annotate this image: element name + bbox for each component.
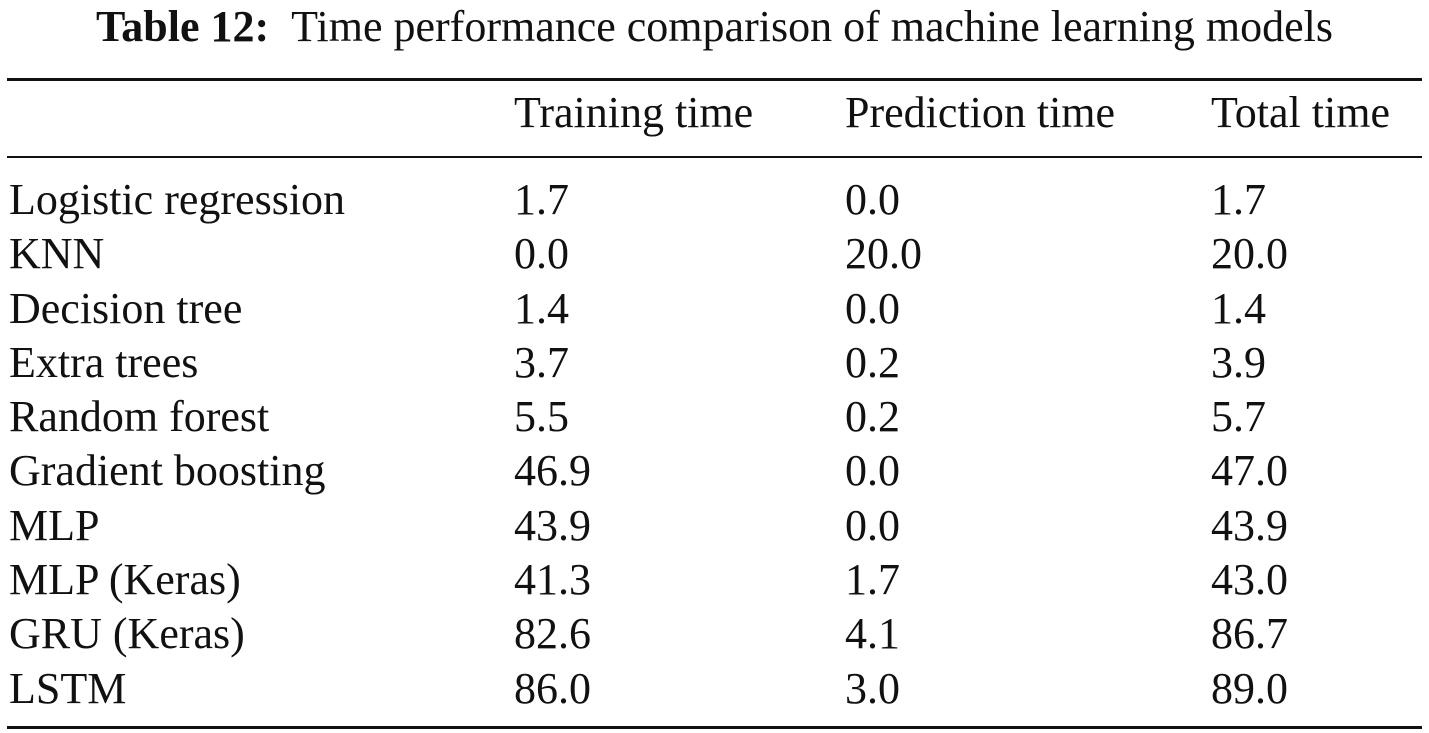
row-model-name: Decision tree: [9, 283, 243, 333]
row-prediction-time: 0.2: [845, 392, 900, 442]
row-model-name: GRU (Keras): [9, 609, 245, 659]
row-model-name: Random forest: [9, 392, 270, 442]
row-prediction-time: 4.1: [845, 609, 900, 659]
table-row: MLP (Keras) 41.3 1.7 43.0: [0, 553, 1429, 607]
row-total-time: 1.7: [1211, 175, 1266, 224]
row-prediction-time: 0.0: [845, 283, 900, 333]
row-model-name: MLP (Keras): [9, 555, 241, 605]
row-total-time: 5.7: [1211, 392, 1266, 442]
row-prediction-time: 0.2: [845, 337, 900, 387]
row-model-name: LSTM: [9, 663, 127, 713]
table-row: Random forest 5.5 0.2 5.7: [0, 390, 1429, 444]
row-model-name: KNN: [9, 229, 105, 279]
table-caption-text: Time performance comparison of machine l…: [291, 2, 1334, 51]
table-row: GRU (Keras) 82.6 4.1 86.7: [0, 607, 1429, 661]
table-caption: Table 12: Time performance comparison of…: [0, 2, 1429, 52]
table-header-row: Training time Prediction time Total time: [0, 86, 1429, 144]
row-prediction-time: 0.0: [845, 446, 900, 496]
table-row: Logistic regression 1.7 0.0 1.7: [0, 173, 1429, 227]
row-model-name: Gradient boosting: [9, 446, 326, 496]
table-row: Decision tree 1.4 0.0 1.4: [0, 282, 1429, 336]
row-total-time: 43.9: [1211, 500, 1288, 550]
table-row: MLP 43.9 0.0 43.9: [0, 499, 1429, 553]
row-prediction-time: 3.0: [845, 663, 900, 713]
table-header-rule: [7, 156, 1422, 158]
table-caption-label: Table 12:: [95, 2, 270, 51]
table-body: Logistic regression 1.7 0.0 1.7 KNN 0.0 …: [0, 173, 1429, 716]
table-bottom-rule: [7, 726, 1422, 729]
row-total-time: 3.9: [1211, 337, 1266, 387]
row-prediction-time: 0.0: [845, 175, 900, 224]
header-total-time: Total time: [1211, 88, 1390, 137]
row-training-time: 46.9: [514, 446, 591, 496]
row-training-time: 5.5: [514, 392, 569, 442]
table-top-rule: [7, 78, 1422, 81]
row-training-time: 3.7: [514, 337, 569, 387]
row-training-time: 82.6: [514, 609, 591, 659]
table-row: Extra trees 3.7 0.2 3.9: [0, 336, 1429, 390]
table-row: KNN 0.0 20.0 20.0: [0, 227, 1429, 281]
row-training-time: 86.0: [514, 663, 591, 713]
row-training-time: 43.9: [514, 500, 591, 550]
row-total-time: 47.0: [1211, 446, 1288, 496]
row-training-time: 1.7: [514, 175, 569, 224]
row-total-time: 89.0: [1211, 663, 1288, 713]
row-total-time: 1.4: [1211, 283, 1266, 333]
row-total-time: 43.0: [1211, 555, 1288, 605]
row-prediction-time: 1.7: [845, 555, 900, 605]
header-prediction-time: Prediction time: [845, 88, 1116, 137]
table-row: LSTM 86.0 3.0 89.0: [0, 662, 1429, 716]
row-model-name: Logistic regression: [9, 175, 346, 224]
row-model-name: MLP: [9, 500, 100, 550]
row-prediction-time: 20.0: [845, 229, 922, 279]
row-model-name: Extra trees: [9, 337, 199, 387]
row-training-time: 41.3: [514, 555, 591, 605]
row-total-time: 86.7: [1211, 609, 1288, 659]
row-prediction-time: 0.0: [845, 500, 900, 550]
table-row: Gradient boosting 46.9 0.0 47.0: [0, 444, 1429, 498]
row-training-time: 1.4: [514, 283, 569, 333]
row-training-time: 0.0: [514, 229, 569, 279]
header-training-time: Training time: [514, 88, 754, 137]
row-total-time: 20.0: [1211, 229, 1288, 279]
